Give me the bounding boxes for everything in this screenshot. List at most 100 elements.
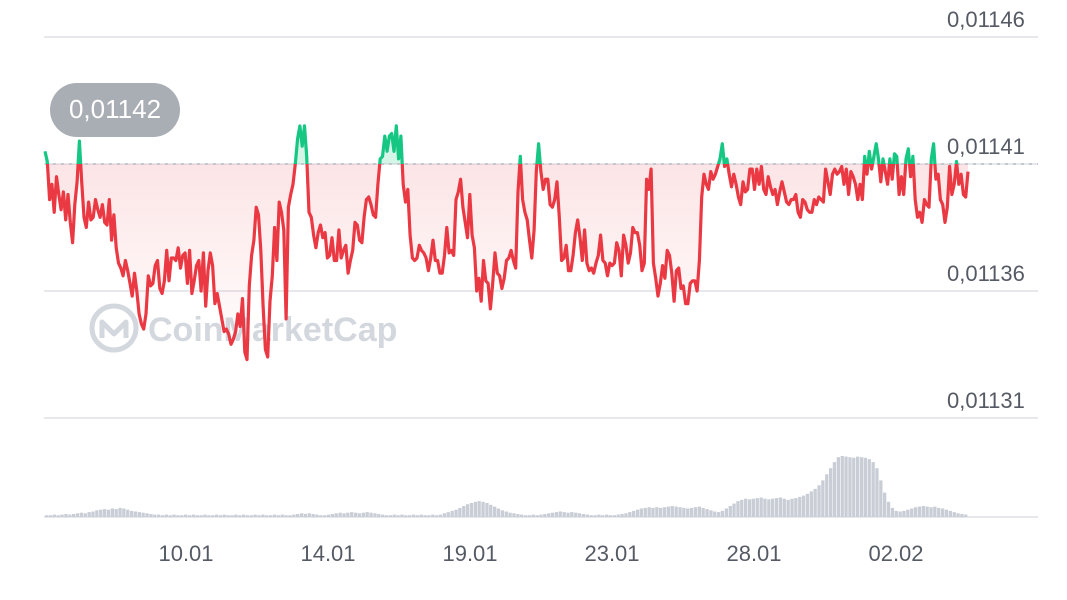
baseline-price-label: 0,01142 [69, 94, 161, 124]
price-line-red-segment [45, 164, 970, 362]
volume-bar [543, 514, 547, 518]
volume-bar [941, 508, 945, 517]
author-credit: @ Rolland Decebal [818, 562, 1042, 588]
volume-bar [562, 512, 566, 517]
volume-bar [83, 513, 87, 517]
volume-bar [686, 508, 690, 517]
volume-bar [713, 511, 717, 517]
volume-bar [659, 507, 663, 518]
volume-bar [242, 514, 246, 517]
volume-bar [701, 507, 705, 518]
volume-bar [110, 508, 114, 517]
volume-bar [141, 512, 145, 517]
volume-bar [929, 507, 933, 517]
volume-bar [149, 514, 153, 518]
volume-bar [666, 506, 671, 517]
volume-bar [535, 515, 539, 517]
volume-bar [91, 511, 95, 517]
volume-bar [334, 513, 338, 517]
volume-bar [323, 515, 327, 517]
volume-bar [577, 513, 582, 517]
volume-bar [960, 514, 964, 518]
volume-bar [272, 514, 277, 517]
binance-logo-icon [818, 562, 844, 588]
volume-bar [45, 515, 49, 517]
x-tick-label: 02.02 [868, 541, 923, 566]
volume-bar [570, 512, 574, 517]
volume-bar [408, 515, 412, 517]
volume-bar [180, 515, 184, 517]
volume-bar [678, 507, 682, 517]
x-tick-label: 23.01 [584, 541, 639, 566]
volume-bar [508, 512, 512, 517]
volume-bar [160, 515, 165, 517]
volume-bar [836, 457, 840, 517]
volume-bar [404, 515, 408, 517]
x-tick-label: 28.01 [726, 541, 781, 566]
volume-bar [597, 514, 601, 517]
volume-bar [674, 506, 678, 517]
volume-bar [276, 515, 280, 517]
volume-bar [933, 506, 937, 517]
volume-bar [798, 496, 802, 517]
volume-bar [925, 506, 929, 517]
volume-bar [473, 501, 477, 518]
volume-bar [910, 508, 914, 517]
area-fill-above-baseline [45, 125, 968, 164]
volume-bar [516, 514, 520, 518]
coinmarketcap-watermark: CoinMarketCap [89, 303, 397, 353]
volume-bar [917, 506, 922, 517]
volume-bar [454, 509, 458, 517]
volume-bar [307, 513, 311, 517]
volume-bar [222, 514, 226, 517]
volume-bar [450, 510, 454, 517]
volume-bar [249, 515, 253, 517]
volume-bar [184, 514, 188, 517]
watermark-brand-text: CoinMarketCap [148, 311, 397, 349]
volume-bar [485, 503, 489, 517]
volume-bar [539, 514, 543, 517]
volume-bar [153, 514, 157, 517]
volume-bar [191, 514, 196, 517]
volume-bar [944, 509, 949, 517]
x-axis-labels: 10.01 14.01 19.01 23.01 28.01 02.02 [158, 541, 923, 566]
volume-bar [554, 512, 559, 517]
baseline-price-badge: 0,01142 [50, 83, 180, 137]
volume-bar [751, 498, 755, 517]
volume-bar [315, 514, 319, 517]
x-tick-label: 14.01 [300, 541, 355, 566]
volume-bar [48, 515, 53, 517]
volume-bar [813, 488, 817, 517]
volume-bar [767, 499, 771, 517]
volume-bar [547, 513, 551, 517]
volume-bar [369, 512, 373, 517]
volume-bar [956, 513, 960, 517]
volume-bar [72, 514, 76, 518]
volume-bar [759, 497, 763, 517]
volume-bar [126, 509, 130, 517]
volume-bar [64, 514, 68, 518]
volume-bar [593, 515, 597, 517]
volume-bar [628, 512, 632, 517]
volume-bar [883, 492, 887, 517]
volume-bar [736, 501, 740, 517]
volume-bar [365, 512, 369, 517]
volume-bar [102, 509, 107, 517]
volume-bar [647, 507, 651, 517]
volume-bar [867, 459, 871, 517]
volume-bar [489, 504, 493, 517]
volume-bar [863, 457, 867, 517]
y-axis-labels: 0,01146 0,01141 0,01136 0,01131 [947, 7, 1025, 413]
volume-bar [207, 515, 211, 517]
volume-bar [481, 501, 485, 518]
volume-bar [373, 513, 377, 517]
volume-bar [346, 512, 350, 517]
volume-bar [245, 515, 250, 517]
volume-bar [771, 498, 775, 517]
volume-bar [75, 513, 80, 517]
volume-bar [79, 512, 84, 517]
volume-bar [805, 493, 810, 517]
volume-bar [662, 507, 667, 517]
volume-bars [45, 456, 968, 518]
